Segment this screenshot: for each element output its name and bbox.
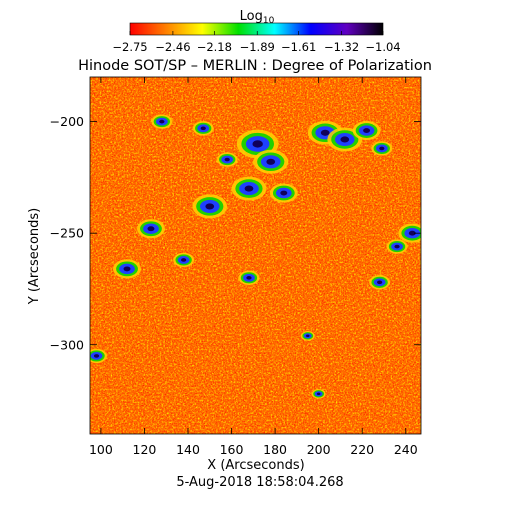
chart-title: Hinode SOT/SP – MERLIN : Degree of Polar… xyxy=(78,58,432,74)
region-peak xyxy=(377,280,383,285)
region-peak xyxy=(316,392,321,396)
region-peak xyxy=(408,230,416,236)
x-tick-label: 180 xyxy=(263,442,287,457)
region-peak xyxy=(379,146,385,151)
plot-frame xyxy=(89,76,422,435)
x-tick-label: 160 xyxy=(220,442,244,457)
region-peak xyxy=(340,136,350,143)
region-peak xyxy=(159,119,165,124)
region-peak xyxy=(224,157,230,162)
heatmap-area xyxy=(90,77,421,434)
x-tick-label: 200 xyxy=(307,442,331,457)
region-peak xyxy=(244,185,254,192)
region-peak xyxy=(147,226,155,232)
colorbar-ticks: −2.75 −2.46 −2.18 −1.89 −1.61 −1.32 −1.04 xyxy=(112,31,401,54)
y-axis: −200 −250 −300 xyxy=(50,114,421,352)
x-tick-label: 120 xyxy=(133,442,157,457)
x-tick-label: 100 xyxy=(89,442,113,457)
region-peak xyxy=(280,190,288,196)
colorbar-tick-label: −2.18 xyxy=(197,40,232,54)
y-axis-label: Y (Arcseconds) xyxy=(27,208,42,305)
colorbar-tick-label: −1.32 xyxy=(324,40,359,54)
x-tick-label: 220 xyxy=(350,442,374,457)
colorbar xyxy=(129,22,384,36)
colorbar-tick-label: −1.04 xyxy=(365,40,400,54)
x-axis: 100 120 140 160 180 200 220 240 xyxy=(89,77,418,457)
region-peak xyxy=(394,244,400,249)
region-peak xyxy=(363,128,371,133)
region-peak xyxy=(246,275,252,280)
region-peak xyxy=(200,126,206,131)
region-peak xyxy=(252,140,263,148)
colorbar-tick-label: −1.61 xyxy=(281,40,316,54)
colorbar-tick-label: −2.75 xyxy=(112,40,147,54)
x-tick-label: 240 xyxy=(394,442,418,457)
timestamp: 5-Aug-2018 18:58:04.268 xyxy=(176,475,343,490)
region-peak xyxy=(266,158,276,165)
region-peak xyxy=(181,258,187,262)
region-peak xyxy=(320,129,330,136)
region-peak xyxy=(205,203,215,210)
polarization-regions xyxy=(90,114,421,399)
region-peak xyxy=(123,266,131,272)
colorbar-tick-label: −2.46 xyxy=(155,40,190,54)
region-peak xyxy=(306,334,310,338)
x-axis-label: X (Arcseconds) xyxy=(207,458,304,473)
y-tick-label: −200 xyxy=(50,114,84,129)
y-tick-label: −250 xyxy=(50,226,84,241)
y-tick-label: −300 xyxy=(50,337,84,352)
x-tick-label: 140 xyxy=(176,442,200,457)
colorbar-tick-label: −1.89 xyxy=(240,40,275,54)
region-peak xyxy=(93,354,100,358)
